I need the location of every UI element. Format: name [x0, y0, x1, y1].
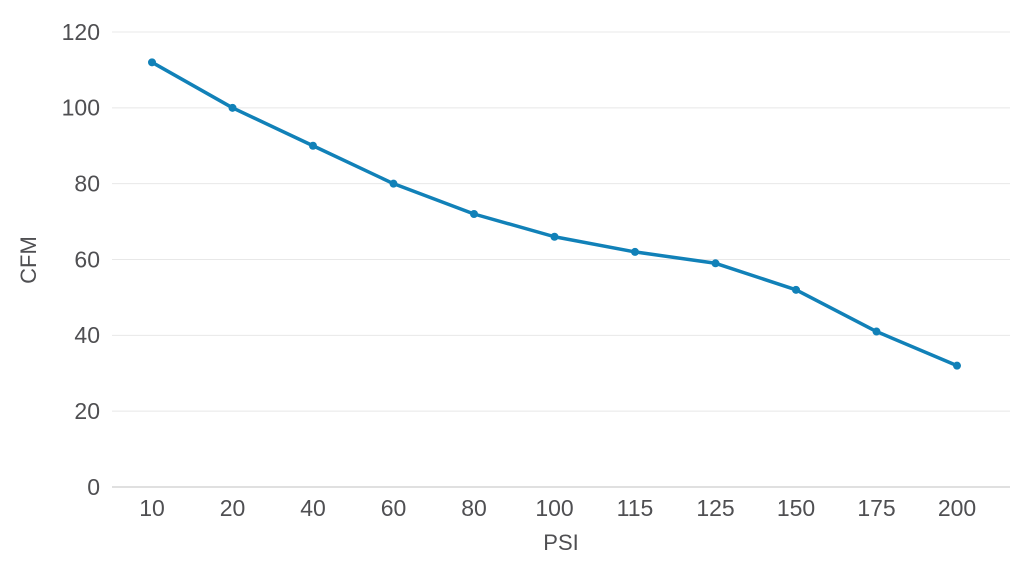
data-point-marker — [550, 232, 559, 241]
y-tick-label: 120 — [62, 19, 100, 45]
x-tick-label: 200 — [938, 495, 976, 521]
x-tick-label: 150 — [777, 495, 815, 521]
x-tick-label: 80 — [461, 495, 487, 521]
data-point-marker — [148, 58, 156, 67]
x-tick-label: 10 — [139, 495, 165, 521]
y-tick-label: 80 — [74, 170, 100, 196]
y-tick-label-group: 0 20 40 60 80 100 120 — [62, 19, 100, 500]
x-tick-label: 175 — [857, 495, 895, 521]
x-tick-label: 20 — [220, 495, 246, 521]
y-tick-label: 40 — [74, 322, 100, 348]
data-point-marker — [470, 210, 478, 218]
data-point-marker — [792, 285, 800, 294]
data-series-group — [148, 58, 961, 370]
x-tick-label: 60 — [381, 495, 407, 521]
x-tick-label: 115 — [617, 495, 654, 521]
x-tick-label: 125 — [696, 495, 734, 521]
data-point-marker — [389, 179, 398, 188]
y-tick-label: 20 — [74, 398, 100, 424]
x-tick-label: 100 — [535, 495, 573, 521]
y-tick-label: 100 — [62, 95, 100, 121]
gridline-group — [112, 31, 1010, 488]
x-tick-label: 40 — [300, 495, 326, 521]
x-tick-label-group: 10 20 40 60 80 100 115 125 150 175 200 — [139, 495, 976, 521]
y-tick-label: 0 — [87, 474, 100, 500]
data-point-marker — [872, 327, 881, 336]
data-point-marker — [631, 247, 639, 256]
data-point-marker — [953, 361, 961, 370]
data-point-marker — [711, 259, 720, 268]
data-point-marker — [228, 103, 237, 112]
data-point-marker — [309, 141, 317, 150]
x-axis-title: PSI — [543, 530, 578, 555]
y-tick-label: 60 — [74, 246, 100, 272]
y-axis-title: CFM — [16, 236, 41, 284]
